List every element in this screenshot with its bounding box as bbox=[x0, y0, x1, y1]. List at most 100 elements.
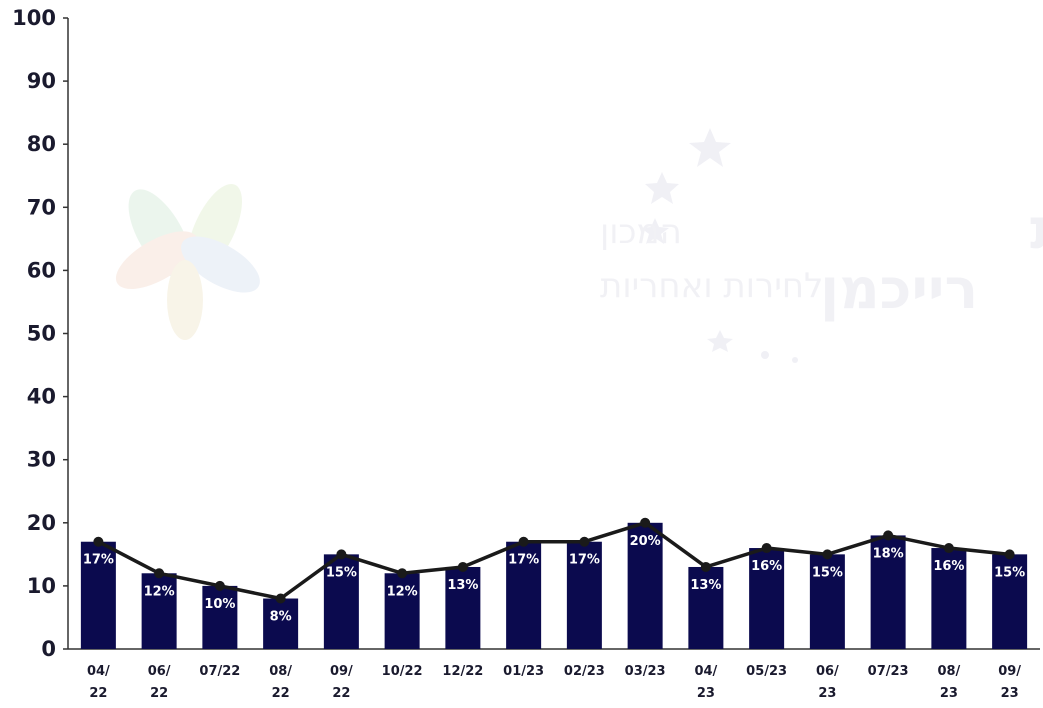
bar bbox=[688, 566, 724, 649]
bar bbox=[992, 554, 1028, 649]
y-tick-label: 30 bbox=[27, 448, 56, 472]
line-point bbox=[93, 536, 104, 547]
data-label: 15% bbox=[812, 565, 843, 580]
x-tick-label-line: 22 bbox=[272, 686, 290, 701]
x-tick-label: 06/23 bbox=[816, 664, 839, 701]
data-label: 8% bbox=[270, 610, 292, 625]
data-label: 15% bbox=[326, 565, 357, 580]
data-label: 16% bbox=[751, 559, 782, 574]
y-tick-label: 50 bbox=[27, 322, 56, 346]
data-label: 12% bbox=[144, 584, 175, 599]
data-label: 15% bbox=[994, 565, 1025, 580]
data-label: 16% bbox=[933, 559, 964, 574]
bar bbox=[809, 554, 845, 649]
x-tick-label: 04/23 bbox=[694, 664, 717, 701]
line-point bbox=[518, 536, 529, 547]
watermark-stars bbox=[641, 128, 798, 363]
watermark-institute-line1: המכון bbox=[600, 212, 682, 252]
data-label: 13% bbox=[690, 578, 721, 593]
line-point bbox=[154, 568, 165, 579]
line-point bbox=[579, 536, 590, 547]
line-point bbox=[214, 580, 225, 591]
bar bbox=[263, 598, 299, 649]
y-tick-label: 80 bbox=[27, 132, 56, 156]
x-tick-label: 04/22 bbox=[87, 664, 110, 701]
x-tick-label: 03/23 bbox=[625, 664, 666, 679]
x-tick-label-line: 23 bbox=[818, 686, 836, 701]
watermark: אוניברסיטת רייכמן המכון לחירות ואחריות bbox=[115, 128, 1043, 363]
line-point bbox=[336, 549, 347, 560]
x-tick-label-line: 07/22 bbox=[199, 664, 240, 679]
data-labels: 17% 12% 10% 8% 15% 12% 13% 17% 17% 20% 13% 16% 15% 18… bbox=[83, 534, 1025, 625]
x-tick-label: 09/23 bbox=[998, 664, 1021, 701]
x-tick-label-line: 01/23 bbox=[503, 664, 544, 679]
x-tick-label-line: 08/ bbox=[269, 664, 292, 679]
trend-line bbox=[97, 521, 1010, 601]
x-tick-label: 07/22 bbox=[199, 664, 240, 679]
y-tick-label: 20 bbox=[27, 511, 56, 535]
watermark-institute-line2: לחירות ואחריות bbox=[600, 266, 823, 306]
line-point bbox=[1004, 549, 1015, 560]
x-tick-label-line: 09/ bbox=[330, 664, 353, 679]
y-axis-ticks: 0 10 20 30 40 50 60 70 80 90 100 bbox=[12, 6, 68, 661]
bar bbox=[870, 535, 906, 649]
watermark-name-line2: רייכמן bbox=[820, 257, 978, 322]
x-tick-label-line: 06/ bbox=[816, 664, 839, 679]
x-tick-label-line: 22 bbox=[332, 686, 350, 701]
x-tick-label: 08/22 bbox=[269, 664, 292, 701]
x-tick-label-line: 03/23 bbox=[625, 664, 666, 679]
x-tick-label-line: 23 bbox=[697, 686, 715, 701]
bar bbox=[627, 522, 663, 649]
x-tick-label: 08/23 bbox=[937, 664, 960, 701]
x-tick-label-line: 23 bbox=[1001, 686, 1019, 701]
x-tick-label-line: 12/22 bbox=[442, 664, 483, 679]
bar bbox=[323, 554, 359, 649]
bar bbox=[506, 541, 542, 649]
bar bbox=[202, 585, 238, 649]
x-tick-label-line: 22 bbox=[150, 686, 168, 701]
bar bbox=[80, 541, 116, 649]
data-label: 13% bbox=[447, 578, 478, 593]
x-tick-label: 10/22 bbox=[382, 664, 423, 679]
watermark-name-line1: אוניברסיטת bbox=[1030, 197, 1043, 262]
watermark-flower-logo bbox=[115, 183, 260, 340]
y-tick-label: 10 bbox=[27, 574, 56, 598]
line-point bbox=[761, 543, 772, 554]
bar bbox=[141, 573, 177, 649]
x-tick-label-line: 06/ bbox=[148, 664, 171, 679]
x-tick-label: 05/23 bbox=[746, 664, 787, 679]
x-tick-label-line: 08/ bbox=[937, 664, 960, 679]
bar bbox=[931, 548, 967, 649]
y-tick-label: 90 bbox=[27, 69, 56, 93]
x-tick-label-line: 07/23 bbox=[868, 664, 909, 679]
data-label: 20% bbox=[630, 534, 661, 549]
line-point bbox=[822, 549, 833, 560]
x-tick-label: 06/22 bbox=[148, 664, 171, 701]
data-label: 17% bbox=[508, 553, 539, 568]
x-tick-label-line: 09/ bbox=[998, 664, 1021, 679]
x-tick-label: 12/22 bbox=[442, 664, 483, 679]
data-label: 10% bbox=[204, 597, 235, 612]
bar bbox=[566, 541, 602, 649]
line-point bbox=[457, 561, 468, 572]
line-point bbox=[640, 517, 651, 528]
data-label: 17% bbox=[83, 553, 114, 568]
x-tick-label-line: 10/22 bbox=[382, 664, 423, 679]
x-tick-label: 07/23 bbox=[868, 664, 909, 679]
y-tick-label: 60 bbox=[27, 258, 56, 282]
x-tick-label-line: 22 bbox=[89, 686, 107, 701]
x-tick-label: 01/23 bbox=[503, 664, 544, 679]
x-tick-label: 02/23 bbox=[564, 664, 605, 679]
y-tick-label: 0 bbox=[41, 637, 56, 661]
y-tick-label: 40 bbox=[27, 385, 56, 409]
line-point bbox=[275, 593, 286, 604]
bar bbox=[445, 566, 481, 649]
data-label: 18% bbox=[873, 546, 904, 561]
y-tick-label: 70 bbox=[27, 195, 56, 219]
line-point bbox=[883, 530, 894, 541]
x-tick-label: 09/22 bbox=[330, 664, 353, 701]
x-tick-label-line: 04/ bbox=[87, 664, 110, 679]
x-tick-label-line: 02/23 bbox=[564, 664, 605, 679]
